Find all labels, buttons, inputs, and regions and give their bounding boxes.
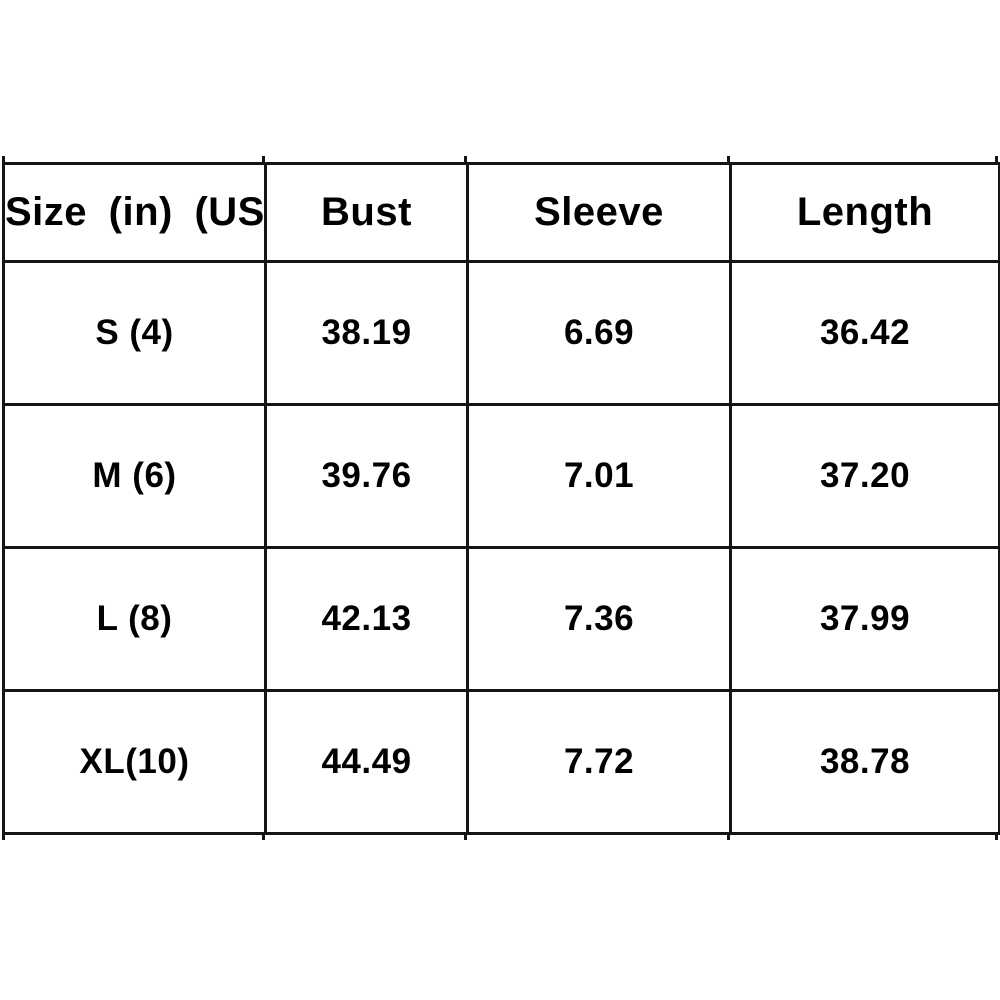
gridline-stub	[2, 156, 5, 162]
cell-size-s: S (4)	[2, 260, 267, 406]
table-row-xl: XL(10) 44.49 7.72 38.78	[2, 689, 1000, 835]
cell-sleeve-m: 7.01	[466, 403, 732, 549]
cell-sleeve-l: 7.36	[466, 546, 732, 692]
cell-sleeve-s: 6.69	[466, 260, 732, 406]
gridline-stub	[262, 156, 265, 162]
cell-length-m: 37.20	[729, 403, 1000, 549]
gridline-stub	[464, 835, 467, 840]
cell-bust-xl: 44.49	[264, 689, 469, 835]
table-header-row: Size (in) (US) Bust Sleeve Length	[2, 162, 1000, 263]
gridline-stub	[995, 835, 998, 840]
cell-length-xl: 38.78	[729, 689, 1000, 835]
gridline-stub	[727, 835, 730, 840]
header-cell-sleeve: Sleeve	[466, 162, 732, 263]
header-cell-bust: Bust	[264, 162, 469, 263]
table-row-s: S (4) 38.19 6.69 36.42	[2, 260, 1000, 406]
gridline-stub	[464, 156, 467, 162]
cell-size-m: M (6)	[2, 403, 267, 549]
cell-bust-s: 38.19	[264, 260, 469, 406]
cell-size-xl: XL(10)	[2, 689, 267, 835]
cell-bust-m: 39.76	[264, 403, 469, 549]
cell-size-l: L (8)	[2, 546, 267, 692]
header-cell-size: Size (in) (US)	[2, 162, 267, 263]
gridline-stub	[727, 156, 730, 162]
size-chart-table: Size (in) (US) Bust Sleeve Length S (4) …	[2, 156, 1000, 840]
cell-bust-l: 42.13	[264, 546, 469, 692]
cell-sleeve-xl: 7.72	[466, 689, 732, 835]
gridline-stub	[262, 835, 265, 840]
cell-length-s: 36.42	[729, 260, 1000, 406]
cell-length-l: 37.99	[729, 546, 1000, 692]
table-row-l: L (8) 42.13 7.36 37.99	[2, 546, 1000, 692]
gridline-stub	[995, 156, 998, 162]
size-chart: Size (in) (US) Bust Sleeve Length S (4) …	[2, 162, 1000, 835]
table-row-m: M (6) 39.76 7.01 37.20	[2, 403, 1000, 549]
header-cell-length: Length	[729, 162, 1000, 263]
gridline-stub	[2, 835, 5, 840]
